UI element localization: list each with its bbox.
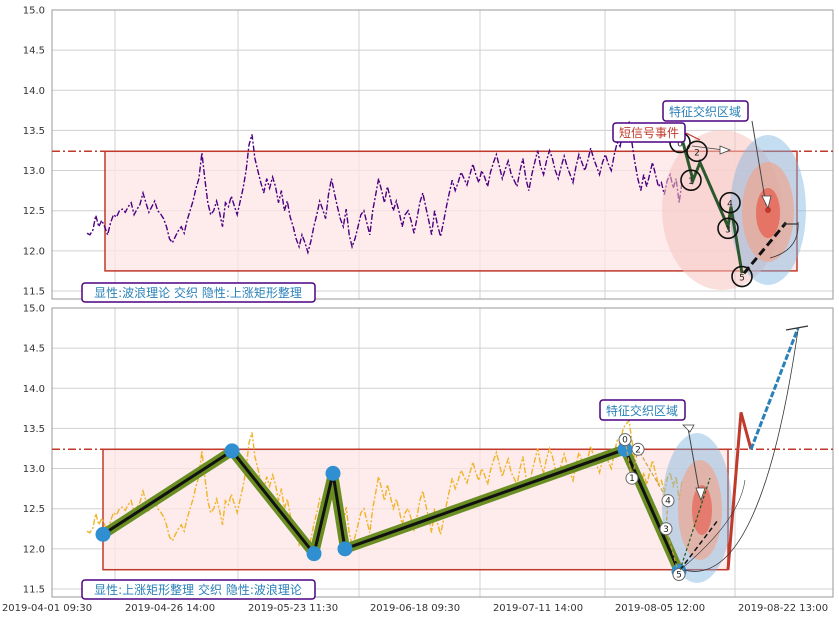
bottom-pattern-annotation: 显性:上涨矩形整理 交织 隐性:波浪理论	[81, 579, 316, 600]
bot-wave-point-1: 1	[625, 471, 639, 485]
top-ytick-label: 12.0	[23, 246, 45, 257]
top-zone-label: 特征交织区域	[669, 104, 741, 119]
bottom-projection-red	[726, 412, 753, 570]
top-ytick-label: 13.0	[23, 166, 45, 177]
zigzag-pivot	[325, 465, 341, 481]
top-projection-line	[742, 221, 788, 275]
bottom-plot-frame	[51, 307, 834, 598]
bot-ytick-label: 12.0	[23, 544, 45, 555]
bottom-projection-green	[679, 477, 711, 571]
bottom-projection-dashed	[679, 519, 719, 571]
top-pattern-annotation: 显性:波浪理论 交织 隐性:上涨矩形整理	[81, 282, 316, 303]
x-tick-label: 2019-08-22 13:00	[738, 603, 828, 614]
x-tick-label: 2019-08-05 12:00	[615, 603, 705, 614]
bottom-curve-arrow	[683, 329, 799, 572]
top-wave-label: 1	[688, 177, 694, 187]
top-wave-point-4: 4	[719, 191, 741, 214]
top-wave-point-5: 5	[731, 265, 753, 288]
top-wave-label: 0	[677, 139, 683, 149]
bot-wave-label: 2	[635, 445, 641, 455]
top-plot-frame	[51, 9, 834, 300]
top-wave-label: 3	[725, 225, 731, 235]
zigzag-pivot	[224, 443, 240, 459]
top-y-axis-ticks: 11.5 12.0 12.5 13.0 13.5 14.0 14.5 15.0	[23, 6, 45, 298]
top-curve-arrow	[769, 221, 799, 259]
bot-wave-label: 0	[622, 436, 628, 446]
bot-ytick-label: 13.0	[23, 464, 45, 475]
x-tick-label: 2019-04-26 14:00	[125, 603, 215, 614]
bottom-pattern-label: 显性:上涨矩形整理 交织 隐性:波浪理论	[94, 582, 302, 597]
top-ytick-label: 14.0	[23, 86, 45, 97]
bot-ytick-label: 14.5	[23, 344, 45, 355]
top-wave-label: 2	[694, 148, 700, 158]
bottom-zone-annotation: 特征交织区域	[599, 399, 706, 502]
bottom-wave-path	[624, 439, 680, 575]
bot-wave-label: 5	[676, 571, 682, 581]
bottom-zigzag-pivots	[95, 441, 687, 579]
x-tick-label: 2019-04-01 09:30	[2, 603, 92, 614]
top-ytick-label: 15.0	[23, 6, 45, 17]
bot-wave-point-3: 3	[659, 522, 673, 536]
bot-wave-label: 4	[665, 497, 671, 507]
top-wave-label: 5	[739, 274, 745, 284]
bottom-curve-arrow-2	[679, 479, 746, 571]
bottom-zone-label: 特征交织区域	[606, 403, 678, 418]
x-tick-label: 2019-06-18 09:30	[370, 603, 460, 614]
top-zone-center-dot	[765, 207, 771, 213]
top-zone-annotation: 特征交织区域	[662, 100, 772, 210]
bot-wave-point-2: 2	[631, 442, 645, 456]
top-wave-path	[681, 142, 744, 274]
top-wave-point-2: 2	[686, 140, 708, 163]
top-ytick-label: 14.5	[23, 46, 45, 57]
bot-ytick-label: 14.0	[23, 384, 45, 395]
bot-ytick-label: 11.5	[23, 584, 45, 595]
bottom-arrow-tick	[785, 325, 809, 331]
zigzag-pivot	[617, 441, 633, 457]
short-signal-label: 短信号事件	[619, 126, 679, 140]
top-ytick-label: 11.5	[23, 286, 45, 297]
top-ytick-label: 13.5	[23, 126, 45, 137]
top-short-signal-annotation: 短信号事件	[612, 122, 701, 143]
bot-ytick-label: 15.0	[23, 304, 45, 315]
bottom-wave-labels: 0 1 2 4 3 5	[618, 433, 686, 582]
zigzag-pivot	[337, 541, 353, 557]
bot-ytick-label: 13.5	[23, 424, 45, 435]
bot-wave-point-0: 0	[618, 433, 632, 447]
bot-wave-point-5: 5	[672, 568, 686, 582]
top-wave-point-1: 1	[680, 169, 702, 191]
top-pattern-label: 显性:波浪理论 交织 隐性:上涨矩形整理	[94, 285, 302, 300]
top-panel: 11.512.012.513.013.514.014.515.0 012345 …	[23, 6, 834, 303]
bottom-projection-blue	[749, 327, 800, 450]
bottom-zone-core	[692, 485, 712, 535]
x-tick-label: 2019-05-23 11:30	[248, 603, 338, 614]
top-ytick-label: 12.5	[23, 206, 45, 217]
top-wave-label: 4	[727, 200, 733, 210]
bot-wave-label: 3	[663, 525, 669, 535]
bot-ytick-label: 12.5	[23, 504, 45, 515]
x-tick-label: 2019-07-11 14:00	[493, 603, 583, 614]
top-price-series	[86, 120, 683, 255]
bottom-y-axis-ticks: 11.5 12.0 12.5 13.0 13.5 14.0 14.5 15.0	[23, 304, 45, 596]
bottom-panel: 11.5 12.0 12.5 13.0 13.5 14.0 14.5 15.0 2019-04…	[2, 304, 834, 614]
bot-wave-point-4: 4	[661, 494, 675, 508]
zigzag-pivot	[306, 546, 322, 562]
bot-wave-label: 1	[629, 474, 635, 484]
bottom-x-axis-ticks: 2019-04-01 09:30 2019-04-26 14:00 2019-05-…	[2, 603, 828, 614]
top-wave-point-3: 3	[717, 217, 739, 240]
zigzag-pivot	[95, 526, 111, 542]
